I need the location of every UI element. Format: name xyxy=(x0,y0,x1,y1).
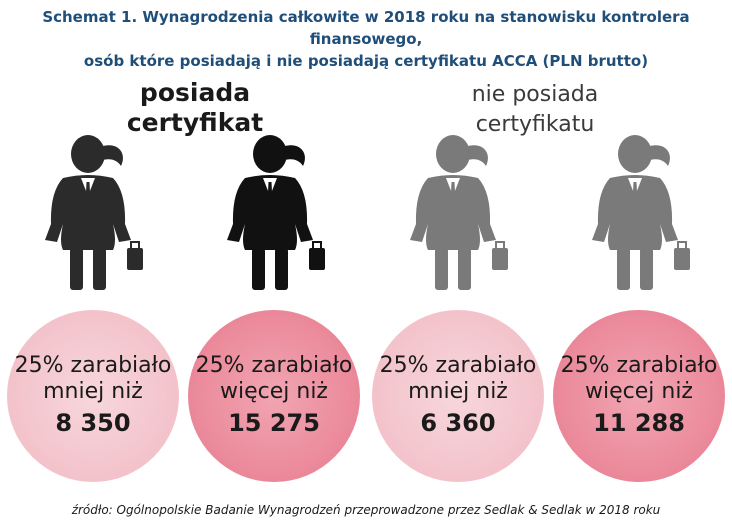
group-label-not-line-2: certyfikatu xyxy=(475,112,595,137)
group-label-has-certificate: posiada certyfikat xyxy=(110,78,280,138)
group-label-not-line-1: nie posiada xyxy=(471,82,599,107)
chart-title: Schemat 1. Wynagrodzenia całkowite w 201… xyxy=(0,6,732,72)
group-label-has-line-1: posiada xyxy=(139,78,251,107)
group-label-has-line-2: certyfikat xyxy=(126,108,264,137)
salary-circle-not-upper: 25% zarabiało więcej niż 11 288 xyxy=(553,310,725,482)
figure-shape xyxy=(227,135,325,290)
circle-text-line-1: 25% zarabiało xyxy=(14,353,172,378)
circle-text-line-2: więcej niż xyxy=(220,379,328,404)
circle-text-line-1: 25% zarabiało xyxy=(379,353,537,378)
figure-shape xyxy=(410,135,508,290)
businesswoman-icon xyxy=(45,135,143,290)
circle-text-line-1: 25% zarabiało xyxy=(560,353,718,378)
businesswoman-icon xyxy=(592,135,690,290)
chart-title-line-2: osób które posiadają i nie posiadają cer… xyxy=(83,52,649,70)
salary-circle-has-lower: 25% zarabiało mniej niż 8 350 xyxy=(7,310,179,482)
circle-text-line-2: mniej niż xyxy=(43,379,143,404)
circle-value: 8 350 xyxy=(55,409,131,437)
circle-value: 6 360 xyxy=(420,409,496,437)
circle-text-line-1: 25% zarabiało xyxy=(195,353,353,378)
businesswoman-icon xyxy=(227,135,325,290)
chart-title-line-1: Schemat 1. Wynagrodzenia całkowite w 201… xyxy=(42,8,690,48)
source-note: źródło: Ogólnopolskie Badanie Wynagrodze… xyxy=(71,503,661,517)
circle-value: 15 275 xyxy=(228,409,320,437)
figure-shape xyxy=(592,135,690,290)
salary-circle-not-lower: 25% zarabiało mniej niż 6 360 xyxy=(372,310,544,482)
circle-text-line-2: mniej niż xyxy=(408,379,508,404)
circle-text-line-2: więcej niż xyxy=(585,379,693,404)
circle-value: 11 288 xyxy=(593,409,685,437)
businesswoman-icon xyxy=(410,135,508,290)
group-label-no-certificate: nie posiada certyfikatu xyxy=(445,80,625,140)
salary-circle-has-upper: 25% zarabiało więcej niż 15 275 xyxy=(188,310,360,482)
figure-shape xyxy=(45,135,143,290)
